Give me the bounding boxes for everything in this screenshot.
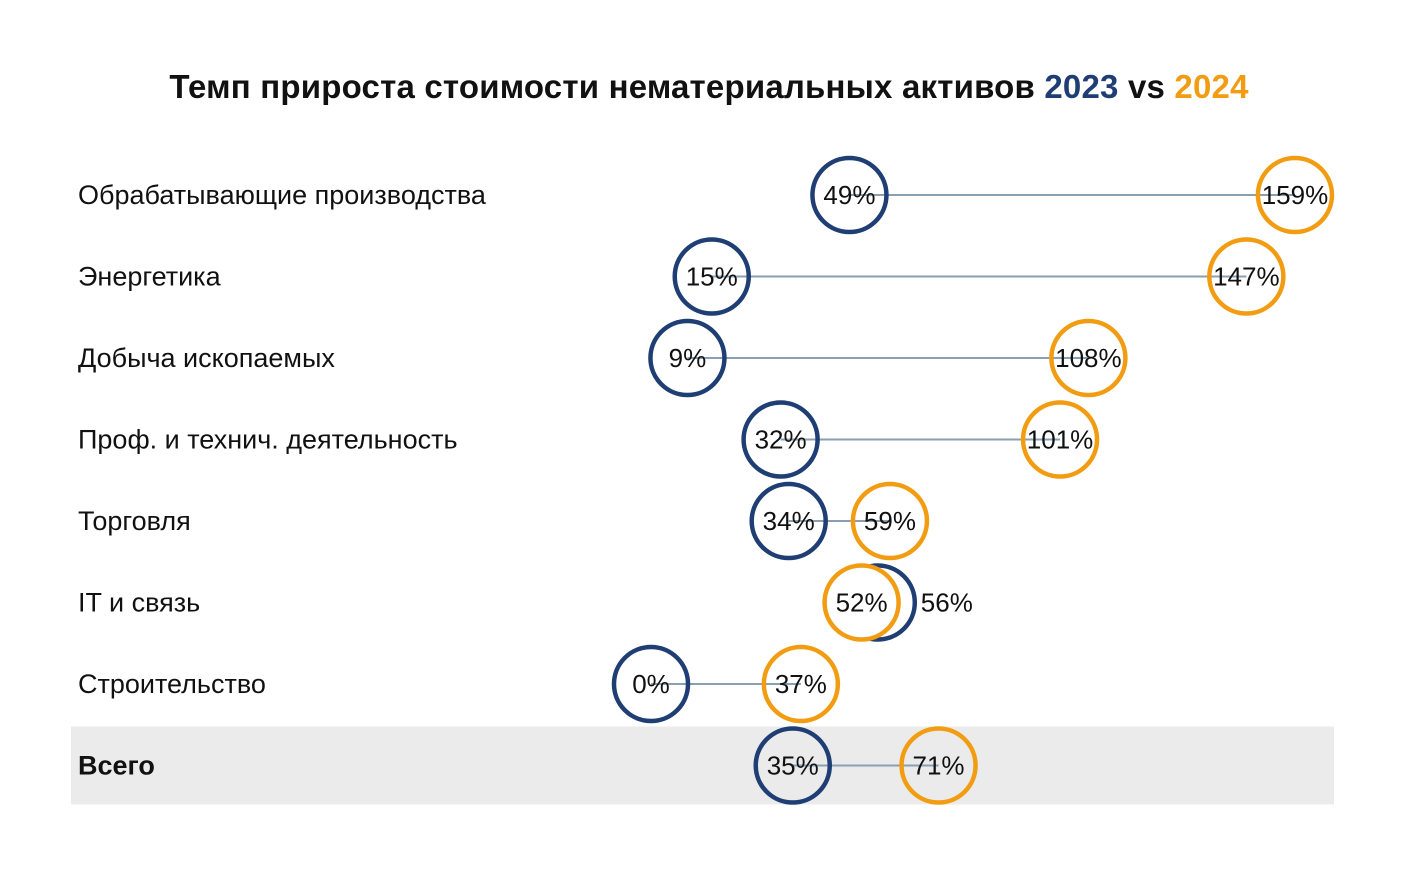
marker-2024 (1020, 400, 1100, 479)
data-label-2023: 32% (755, 425, 807, 455)
marker-2023 (672, 237, 751, 316)
marker-2024 (1207, 237, 1286, 316)
marker-2024 (1049, 318, 1128, 398)
marker-2023 (741, 400, 820, 479)
chart-title: Темп прироста стоимости нематериальных а… (0, 68, 1418, 106)
marker-2024 (761, 644, 841, 724)
data-label-2024: 147% (1213, 262, 1280, 292)
category-label: IT и связь (78, 588, 200, 618)
legend-2023: 2023 (1044, 68, 1119, 105)
total-row-highlight (71, 726, 1334, 805)
legend-2024: 2024 (1174, 68, 1249, 105)
data-label-2024: 52% (836, 588, 888, 618)
marker-2024 (822, 563, 901, 642)
category-label: Энергетика (78, 262, 222, 292)
marker-2024 (850, 481, 930, 561)
marker-2024 (899, 726, 978, 805)
chart-title-text: Темп прироста стоимости нематериальных а… (169, 68, 1035, 105)
data-label-2023: 56% (921, 588, 973, 618)
marker-2023 (810, 155, 889, 235)
category-label: Проф. и технич. деятельность (78, 425, 458, 455)
category-label: Всего (78, 751, 155, 781)
data-label-2023: 0% (632, 669, 670, 699)
data-label-2023: 35% (767, 751, 819, 781)
data-label-2023: 9% (669, 343, 707, 373)
category-label: Торговля (78, 506, 191, 536)
data-label-2024: 59% (864, 506, 916, 536)
data-label-2024: 71% (913, 751, 965, 781)
data-label-2024: 159% (1262, 180, 1329, 210)
data-label-2024: 101% (1027, 425, 1094, 455)
marker-2023 (749, 481, 828, 561)
marker-2024 (1255, 155, 1335, 235)
chart-title-vs: vs (1127, 68, 1166, 105)
data-label-2023: 49% (823, 180, 875, 210)
data-label-2023: 15% (686, 262, 738, 292)
data-label-2023: 34% (763, 506, 815, 536)
data-label-2024: 108% (1055, 343, 1122, 373)
category-label: Добыча ископаемых (78, 343, 335, 373)
marker-2023 (648, 318, 727, 398)
category-label: Строительство (78, 669, 266, 699)
marker-2023 (753, 726, 832, 805)
data-label-2024: 37% (775, 669, 827, 699)
category-label: Обрабатывающие производства (78, 180, 487, 210)
marker-2023 (611, 644, 691, 724)
